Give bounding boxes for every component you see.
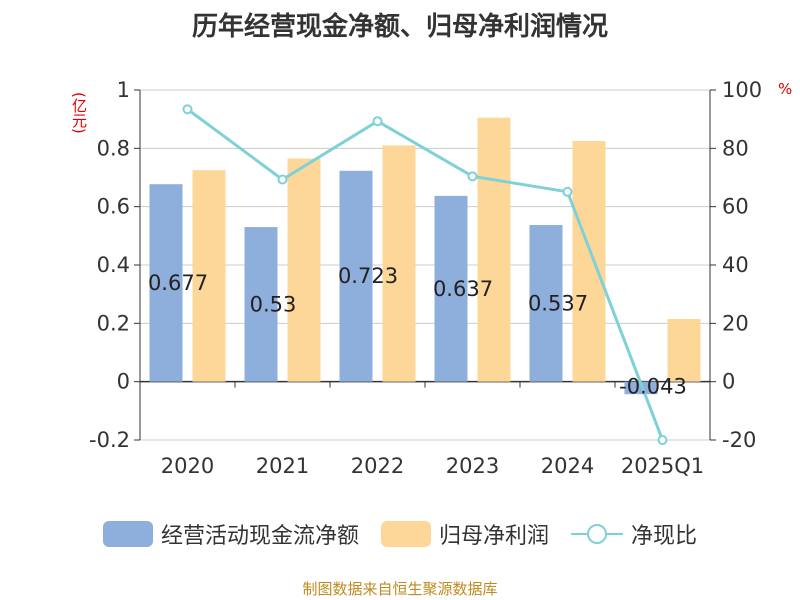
x-tick-label: 2025Q1 bbox=[621, 454, 704, 478]
source-footer: 制图数据来自恒生聚源数据库 bbox=[302, 580, 498, 598]
legend-label-profit: 归母净利润 bbox=[438, 524, 549, 549]
ratio-point bbox=[467, 171, 478, 182]
bar-profit bbox=[667, 318, 701, 382]
ratio-point bbox=[182, 104, 193, 115]
right-axis-unit: % bbox=[778, 80, 793, 98]
legend-swatch-cashflow bbox=[102, 521, 153, 547]
bar-profit bbox=[572, 141, 606, 382]
x-tick-label: 2023 bbox=[446, 454, 499, 478]
right-tick-label: 100 bbox=[722, 78, 762, 102]
data-label-cashflow: 0.677 bbox=[148, 271, 208, 295]
chart-title: 历年经营现金净额、归母净利润情况 bbox=[191, 12, 608, 42]
left-tick-label: 0.4 bbox=[97, 253, 130, 277]
x-tick-label: 2022 bbox=[351, 454, 404, 478]
x-tick-label: 2021 bbox=[256, 454, 309, 478]
data-label-cashflow: 0.637 bbox=[433, 277, 493, 301]
right-tick-label: 20 bbox=[722, 311, 749, 335]
legend-item-cashflow[interactable]: 经营活动现金流净额 bbox=[102, 518, 359, 550]
bar-profit bbox=[192, 170, 226, 382]
left-axis-unit: (亿元) bbox=[70, 92, 88, 134]
right-tick-label: 0 bbox=[722, 370, 735, 394]
ratio-point bbox=[372, 116, 383, 127]
data-label-cashflow: 0.723 bbox=[338, 264, 398, 288]
x-tick-label: 2020 bbox=[161, 454, 214, 478]
ratio-point bbox=[277, 174, 288, 185]
left-tick-label: 0 bbox=[117, 370, 130, 394]
data-label-cashflow: 0.53 bbox=[250, 292, 297, 316]
bar-cashflow bbox=[244, 227, 278, 382]
bar-cashflow bbox=[149, 184, 183, 382]
bar-profit bbox=[382, 145, 416, 382]
legend-swatch-profit bbox=[380, 521, 431, 547]
bar-cashflow bbox=[434, 195, 468, 382]
legend-label-ratio: 净现比 bbox=[631, 524, 698, 549]
left-tick-label: 0.2 bbox=[97, 311, 130, 335]
legend: 经营活动现金流净额 归母净利润 净现比 bbox=[0, 518, 800, 550]
legend-label-cashflow: 经营活动现金流净额 bbox=[160, 524, 359, 549]
ratio-line bbox=[186, 108, 664, 441]
bar-profit bbox=[287, 158, 321, 382]
legend-item-profit[interactable]: 归母净利润 bbox=[380, 518, 549, 550]
legend-item-ratio[interactable]: 净现比 bbox=[571, 518, 697, 550]
right-tick-label: -20 bbox=[722, 428, 756, 452]
right-tick-label: 80 bbox=[722, 136, 749, 160]
bar-cashflow bbox=[339, 170, 373, 382]
data-label-cashflow: 0.537 bbox=[528, 291, 588, 315]
bar-profit bbox=[477, 117, 511, 382]
ratio-point bbox=[657, 435, 668, 445]
bar-cashflow bbox=[529, 225, 563, 382]
left-tick-label: 0.8 bbox=[97, 136, 130, 160]
ratio-point bbox=[562, 186, 573, 197]
right-tick-label: 60 bbox=[722, 195, 749, 219]
right-tick-label: 40 bbox=[722, 253, 749, 277]
x-tick-label: 2024 bbox=[541, 454, 594, 478]
left-tick-label: 1 bbox=[117, 78, 130, 102]
legend-swatch-ratio bbox=[571, 524, 623, 544]
data-label-cashflow: -0.043 bbox=[619, 375, 687, 399]
left-tick-label: 0.6 bbox=[97, 195, 130, 219]
left-tick-label: -0.2 bbox=[89, 428, 130, 452]
